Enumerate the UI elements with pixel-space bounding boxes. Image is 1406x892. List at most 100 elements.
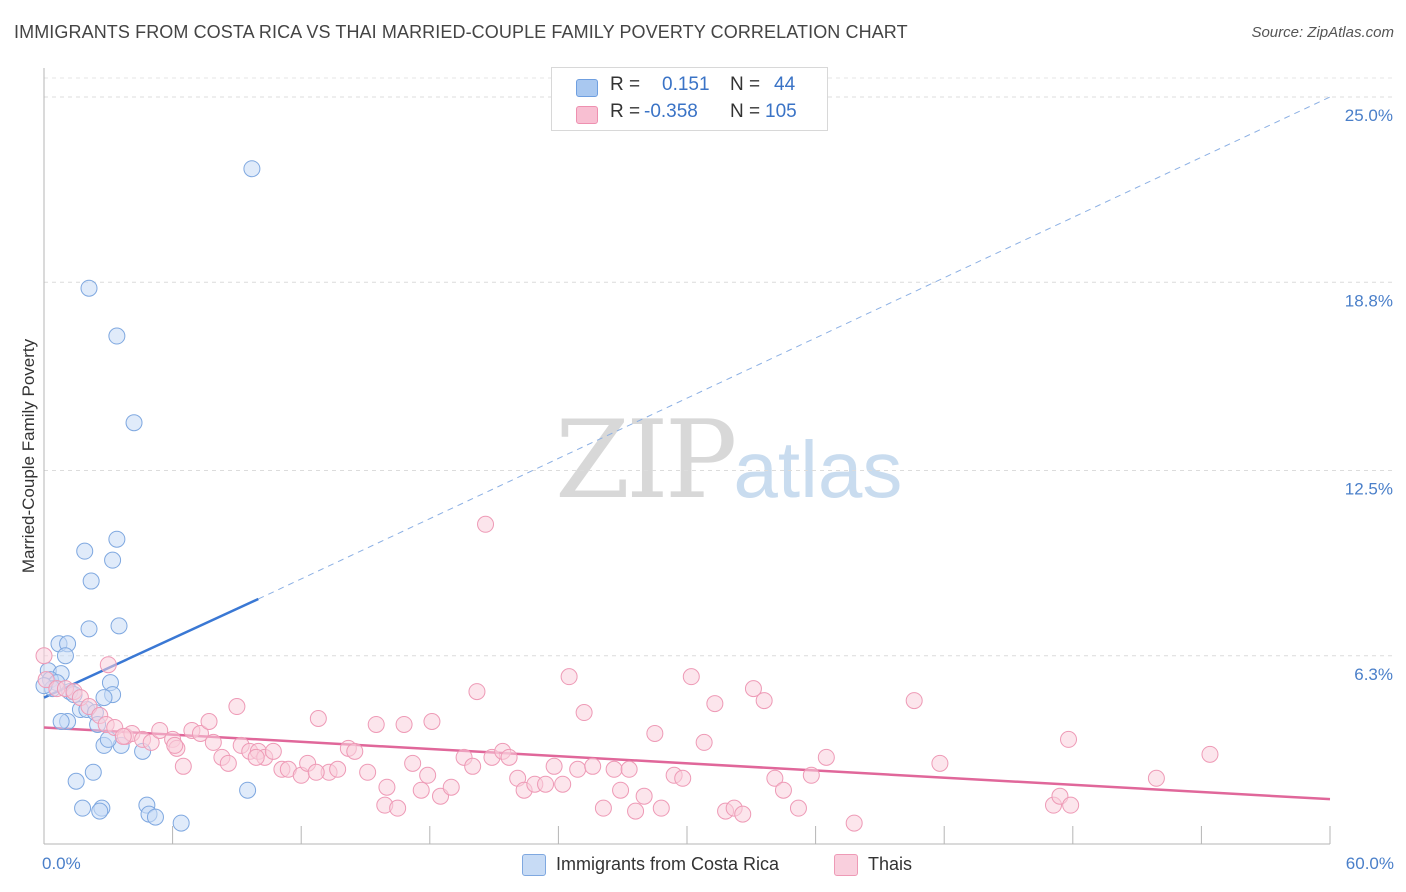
point-thais [817, 748, 835, 766]
point-thais [367, 715, 385, 733]
point-thais [346, 742, 364, 760]
point-thais [594, 799, 612, 817]
point-thais [329, 760, 347, 778]
point-thais [845, 814, 863, 832]
point-costa-rica [125, 414, 143, 432]
point-thais [789, 799, 807, 817]
n-label: N = [730, 74, 761, 95]
point-thais [646, 724, 664, 742]
point-thais [652, 799, 670, 817]
stats-row-costa-rica: R = 0.151 N = 44 [552, 74, 827, 100]
point-costa-rica [74, 799, 92, 817]
point-thais [1201, 745, 1219, 763]
point-thais [412, 781, 430, 799]
legend-swatch-costa-rica [522, 854, 546, 876]
point-thais [584, 757, 602, 775]
point-thais [905, 692, 923, 710]
trend-line-thais [43, 726, 1331, 801]
point-thais [264, 742, 282, 760]
point-costa-rica [108, 530, 126, 548]
x-tick-label-min: 0.0% [42, 854, 81, 873]
point-thais [191, 724, 209, 742]
tick-labels: 6.3% 12.5% 18.8% 25.0% 0.0% 60.0% [42, 106, 1394, 873]
point-thais [695, 733, 713, 751]
point-thais [114, 727, 132, 745]
point-thais [468, 683, 486, 701]
point-thais [635, 787, 653, 805]
point-thais [620, 760, 638, 778]
point-thais [802, 766, 820, 784]
point-thais [554, 775, 572, 793]
point-thais [151, 721, 169, 739]
y-tick-label: 6.3% [1354, 665, 1393, 684]
stats-swatch-thais [576, 106, 598, 124]
watermark-atlas: atlas [733, 425, 903, 514]
point-thais [1062, 796, 1080, 814]
point-costa-rica [95, 689, 113, 707]
point-thais [204, 733, 222, 751]
point-thais [247, 748, 265, 766]
stats-row-thais: R = -0.358 N = 105 [552, 101, 827, 127]
r-label: R = [610, 101, 641, 122]
watermark-zip: ZIP [555, 398, 737, 523]
point-thais [569, 760, 587, 778]
point-thais [419, 766, 437, 784]
x-tick-label-max: 60.0% [1346, 854, 1394, 873]
point-thais [309, 710, 327, 728]
point-thais [931, 754, 949, 772]
axes [43, 68, 1331, 845]
y-tick-label: 18.8% [1345, 291, 1393, 310]
legend-label-costa-rica: Immigrants from Costa Rica [556, 854, 780, 874]
point-thais [766, 769, 784, 787]
point-thais [99, 656, 117, 674]
point-thais [378, 778, 396, 796]
point-thais [744, 680, 762, 698]
trend-line-costa-rica [43, 597, 259, 699]
n-value: 44 [774, 74, 796, 95]
point-thais [612, 781, 630, 799]
r-value: 0.151 [662, 74, 710, 95]
point-thais [674, 769, 692, 787]
trend-line-costa-rica-extended [258, 96, 1331, 600]
point-thais [1060, 730, 1078, 748]
point-costa-rica [108, 327, 126, 345]
point-thais [404, 754, 422, 772]
stats-legend-box: R = 0.151 N = 44 R = -0.358 N = 105 [551, 67, 828, 131]
point-costa-rica [172, 814, 190, 832]
point-thais [537, 775, 555, 793]
point-costa-rica [146, 808, 164, 826]
r-value: -0.358 [644, 101, 698, 122]
point-costa-rica [67, 772, 85, 790]
point-thais [307, 763, 325, 781]
point-thais [627, 802, 645, 820]
data-points [35, 160, 1219, 832]
legend-swatch-thais [834, 854, 858, 876]
point-costa-rica [91, 802, 109, 820]
point-costa-rica [80, 620, 98, 638]
point-thais [464, 757, 482, 775]
point-costa-rica [84, 763, 102, 781]
point-thais [545, 757, 563, 775]
point-costa-rica [104, 551, 122, 569]
point-thais [166, 736, 184, 754]
point-thais [560, 668, 578, 686]
point-thais [35, 647, 53, 665]
point-thais [500, 748, 518, 766]
point-costa-rica [76, 542, 94, 560]
point-thais [734, 805, 752, 823]
y-tick-label: 25.0% [1345, 106, 1393, 125]
point-costa-rica [56, 647, 74, 665]
point-thais [200, 712, 218, 730]
source-label: Source: ZipAtlas.com [1251, 24, 1394, 41]
point-thais [706, 695, 724, 713]
point-thais [774, 781, 792, 799]
point-thais [423, 712, 441, 730]
point-thais [228, 698, 246, 716]
point-thais [755, 692, 773, 710]
watermark: ZIPatlas [555, 398, 902, 523]
trend-lines [43, 96, 1331, 801]
y-tick-label: 12.5% [1345, 480, 1393, 499]
legend-label-thais: Thais [868, 854, 913, 874]
point-costa-rica [52, 712, 70, 730]
